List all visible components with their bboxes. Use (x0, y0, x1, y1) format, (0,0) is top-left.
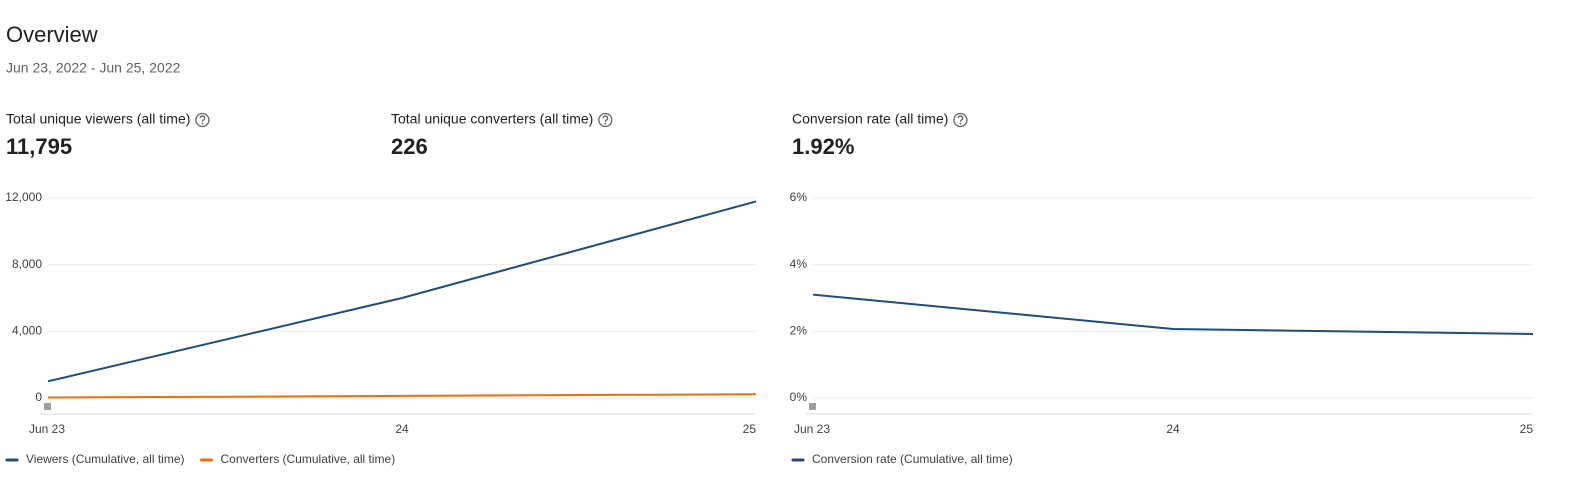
series-line (812, 293, 1534, 335)
help-icon[interactable] (598, 112, 613, 128)
y-tick-label: 0 (35, 390, 42, 404)
kpi-label: Total unique viewers (all time) (6, 111, 190, 127)
x-tick-label: 25 (1520, 422, 1534, 436)
kpi-value: 11,795 (6, 134, 72, 159)
x-tick-label: 25 (743, 422, 757, 436)
y-tick-label: 4% (790, 257, 808, 271)
series-line (47, 393, 757, 399)
x-tick-label: Jun 23 (794, 422, 830, 436)
kpi-label: Total unique converters (all time) (391, 111, 593, 127)
legend-label: Viewers (Cumulative, all time) (26, 452, 185, 466)
y-tick-label: 8,000 (12, 257, 42, 271)
page-title: Overview (6, 22, 98, 47)
kpi-value: 226 (391, 134, 428, 159)
y-tick-label: 4,000 (12, 324, 42, 338)
legend-label: Conversion rate (Cumulative, all time) (812, 452, 1013, 466)
origin-marker (44, 403, 51, 410)
date-range: Jun 23, 2022 - Jun 25, 2022 (6, 60, 181, 76)
x-tick-label: 24 (395, 422, 409, 436)
y-tick-label: 6% (790, 190, 808, 204)
help-icon[interactable] (953, 112, 968, 128)
kpi-value: 1.92% (792, 134, 854, 159)
y-tick-label: 12,000 (5, 190, 42, 204)
kpi-label: Conversion rate (all time) (792, 111, 948, 127)
y-tick-label: 0% (790, 390, 808, 404)
x-tick-label: Jun 23 (29, 422, 65, 436)
x-tick-label: 24 (1166, 422, 1180, 436)
origin-marker (809, 403, 816, 410)
y-tick-label: 2% (790, 324, 808, 338)
help-icon[interactable] (195, 112, 210, 128)
legend-label: Converters (Cumulative, all time) (221, 452, 396, 466)
series-line (47, 200, 757, 383)
